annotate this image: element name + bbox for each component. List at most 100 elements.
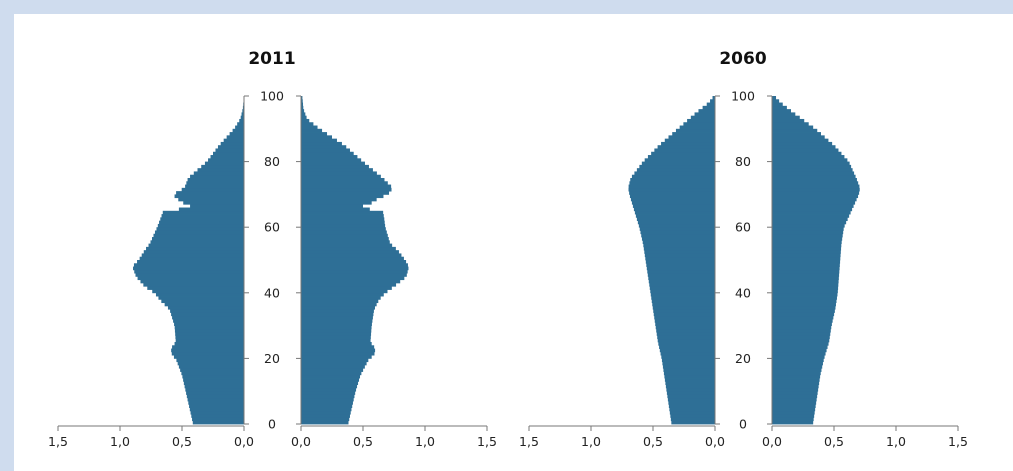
bar-left-age-9 [666, 391, 715, 395]
bar-right-age-38 [772, 296, 837, 300]
bar-left-age-82 [651, 151, 715, 156]
y-tick-label: 80 [735, 154, 751, 169]
bar-right-age-50 [301, 256, 404, 261]
bar-right-age-98 [301, 99, 303, 103]
bar-left-age-4 [189, 407, 244, 412]
bar-right-age-16 [301, 368, 364, 372]
bar-left-age-22 [171, 348, 244, 353]
y-tick-label: 100 [731, 89, 755, 104]
bar-left-age-27 [656, 332, 715, 336]
bar-right-age-36 [772, 302, 836, 307]
chart-title: 2011 [248, 49, 295, 69]
bar-right-age-8 [772, 394, 818, 399]
bar-right-age-0 [301, 420, 349, 425]
bar-right-age-70 [301, 191, 390, 195]
bar-left-age-49 [645, 260, 715, 264]
bar-left-age-87 [668, 135, 715, 140]
y-tick-label: 40 [264, 285, 280, 300]
bar-left-age-36 [164, 302, 244, 307]
x-tick-label: 0,5 [643, 434, 663, 449]
bar-right-age-81 [772, 155, 845, 159]
bar-left-age-6 [668, 401, 715, 405]
bar-left-age-11 [665, 384, 715, 389]
bar-right-age-28 [301, 328, 372, 333]
bar-right-age-4 [772, 407, 816, 412]
bar-right-age-13 [301, 378, 360, 382]
bar-left-age-47 [646, 266, 715, 271]
bar-left-age-46 [647, 269, 715, 274]
bar-right-age-19 [301, 358, 369, 363]
bar-left-age-7 [187, 397, 244, 402]
y-tick-label: 0 [268, 417, 276, 432]
bar-left-age-26 [175, 335, 244, 340]
bar-right-age-90 [772, 125, 814, 130]
bar-right-age-45 [772, 273, 840, 277]
bar-left-age-39 [650, 292, 715, 297]
bar-right-age-91 [301, 122, 314, 126]
bar-right-age-83 [772, 148, 839, 153]
bar-right-age-42 [301, 282, 397, 287]
bar-left-age-12 [665, 381, 715, 386]
bar-right-age-69 [772, 194, 859, 199]
bar-right-age-82 [772, 151, 842, 156]
bar-left-age-15 [181, 371, 244, 376]
bar-left-age-34 [170, 309, 244, 313]
bar-right-age-10 [301, 387, 357, 392]
bar-right-age-77 [772, 168, 853, 172]
bar-left-age-54 [643, 243, 715, 248]
bar-right-age-24 [301, 342, 372, 346]
bar-right-age-1 [301, 417, 350, 422]
bar-left-age-17 [662, 364, 715, 369]
bar-right-age-22 [772, 348, 827, 353]
bar-right-age-15 [772, 371, 821, 376]
bar-left-age-79 [204, 161, 244, 166]
bar-left-age-33 [171, 312, 244, 317]
bar-right-age-33 [772, 312, 835, 317]
bar-left-age-73 [629, 181, 715, 185]
bar-left-age-92 [687, 118, 715, 123]
bar-left-age-31 [654, 319, 715, 323]
bar-right-age-7 [772, 397, 817, 402]
bar-right-age-31 [772, 319, 833, 323]
bar-left-age-58 [640, 230, 715, 235]
bar-right-age-87 [772, 135, 825, 140]
bar-right-age-76 [772, 171, 855, 176]
bar-right-age-5 [772, 404, 816, 408]
bar-right-age-32 [301, 315, 373, 320]
bar-right-age-92 [772, 118, 805, 123]
bar-right-age-83 [301, 148, 350, 153]
bar-left-age-55 [150, 240, 244, 244]
bar-left-age-58 [154, 230, 244, 235]
bar-left-age-16 [180, 368, 244, 372]
bar-right-age-41 [301, 286, 392, 290]
bar-right-age-76 [301, 171, 377, 176]
bar-right-age-30 [772, 322, 832, 326]
bar-right-age-96 [772, 105, 787, 110]
bar-right-age-67 [772, 200, 856, 205]
bar-left-age-51 [644, 253, 715, 258]
bar-right-age-23 [301, 345, 375, 349]
bar-right-age-62 [301, 217, 385, 222]
bar-left-age-87 [226, 135, 244, 140]
bar-left-age-2 [191, 414, 244, 418]
bar-right-age-43 [772, 279, 839, 284]
population-pyramids-chart: 2011 0 20 40 60 80 100 1,5 1,0 0,5 0,0 0,0 0,5 1,0 1,5… [48, 49, 968, 449]
y-tick-label: 80 [264, 154, 280, 169]
bar-right-age-37 [772, 299, 837, 304]
bar-left-age-21 [171, 351, 244, 356]
bar-left-age-48 [646, 263, 715, 267]
bar-left-age-23 [659, 345, 715, 349]
bar-right-age-61 [772, 220, 847, 225]
bar-right-age-82 [301, 151, 354, 156]
bar-left-age-70 [629, 191, 715, 195]
bar-right-age-59 [301, 227, 386, 231]
bar-right-age-63 [301, 214, 384, 218]
y-tick-label: 40 [735, 285, 751, 300]
x-tick-label: 0,0 [705, 434, 725, 449]
bar-left-age-10 [185, 387, 244, 392]
bar-left-age-16 [663, 368, 715, 372]
bar-right-age-28 [772, 328, 831, 333]
bar-left-age-91 [683, 122, 715, 126]
bar-right-age-84 [772, 145, 836, 149]
bar-left-age-41 [649, 286, 715, 290]
